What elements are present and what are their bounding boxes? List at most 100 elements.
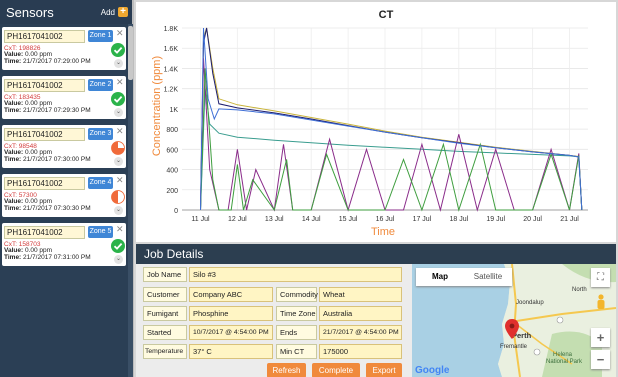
x-tick-label: 13 Jul xyxy=(265,216,284,223)
min-ct-field[interactable]: 175000 xyxy=(319,344,402,359)
export-button[interactable]: Export xyxy=(366,363,402,377)
add-label: Add xyxy=(100,7,115,17)
x-tick-label: 21 Jul xyxy=(560,216,579,223)
sidebar-title: Sensors xyxy=(6,4,54,20)
sensor-card[interactable]: PH1617041002 Zone 3 ✕ CxT: 98548 Value: 0.00… xyxy=(2,125,126,168)
sensors-sidebar: Sensors Add + PH1617041002 Zone 1 ✕ CxT: 19… xyxy=(0,0,134,377)
temperature-field[interactable]: 37° C xyxy=(189,344,273,359)
sensor-list[interactable]: PH1617041002 Zone 1 ✕ CxT: 198826 Value: 0.0… xyxy=(0,24,134,377)
map-label-joondalup: Joondalup xyxy=(516,300,544,306)
status-complete-icon xyxy=(111,43,125,57)
series-line-5 xyxy=(200,68,583,212)
commodity-label: Commodity xyxy=(276,287,318,302)
zone-badge[interactable]: Zone 1 xyxy=(88,30,113,42)
started-field[interactable]: 10/7/2017 @ 4:54:00 PM xyxy=(189,325,273,340)
sidebar-header: Sensors Add + xyxy=(0,0,132,24)
y-axis-label: Concentration (ppm) xyxy=(151,56,163,156)
job-name-field[interactable]: Silo #3 xyxy=(189,267,402,282)
sensor-value: Value: 0.00 ppm xyxy=(4,149,52,156)
zone-badge[interactable]: Zone 4 xyxy=(88,177,113,189)
chevron-down-icon[interactable]: ⌄ xyxy=(114,108,123,117)
zoom-out-button[interactable]: − xyxy=(591,350,610,369)
sensor-card[interactable]: PH1617041002 Zone 5 ✕ CxT: 158703 Value: 0.0… xyxy=(2,223,126,266)
min-ct-label: Min CT xyxy=(276,344,317,359)
map-label-north: North xyxy=(572,287,587,293)
commodity-field[interactable]: Wheat xyxy=(319,287,402,302)
sensor-id-field[interactable]: PH1617041002 xyxy=(4,30,85,43)
cxt-value: CxT: 158703 xyxy=(4,241,41,248)
refresh-button[interactable]: Refresh xyxy=(267,363,306,377)
series-line-2 xyxy=(200,27,583,211)
sensor-id-field[interactable]: PH1617041002 xyxy=(4,79,85,92)
close-icon[interactable]: ✕ xyxy=(116,175,124,185)
sensor-card[interactable]: PH1617041002 Zone 4 ✕ CxT: 57300 Value: 0.00… xyxy=(2,174,126,217)
x-tick-label: 16 Jul xyxy=(376,216,395,223)
status-complete-icon xyxy=(111,92,125,106)
series-line-1 xyxy=(200,27,583,211)
sensor-value: Value: 0.00 ppm xyxy=(4,247,52,254)
zone-badge[interactable]: Zone 2 xyxy=(88,79,113,91)
y-tick-label: 1.8K xyxy=(164,26,179,33)
complete-button[interactable]: Complete xyxy=(312,363,360,377)
sensor-id-field[interactable]: PH1617041002 xyxy=(4,226,85,239)
time-text: 21/7/2017 07:29:30 PM xyxy=(21,107,91,114)
sensor-time: Time: 21/7/2017 07:30:00 PM xyxy=(4,156,91,163)
fumigant-field[interactable]: Phosphine xyxy=(189,306,273,321)
sidebar-scrollbar[interactable] xyxy=(128,24,133,377)
zone-badge[interactable]: Zone 3 xyxy=(88,128,113,140)
time-label: Time: xyxy=(4,58,22,65)
time-label: Time: xyxy=(4,156,22,163)
map-pin-icon[interactable] xyxy=(505,319,519,339)
value-label: Value: xyxy=(4,247,24,254)
sensor-time: Time: 21/7/2017 07:29:30 PM xyxy=(4,107,91,114)
value-label: Value: xyxy=(4,149,24,156)
sensor-card[interactable]: PH1617041002 Zone 1 ✕ CxT: 198826 Value: 0.0… xyxy=(2,27,126,70)
zone-badge[interactable]: Zone 5 xyxy=(88,226,113,238)
close-icon[interactable]: ✕ xyxy=(116,77,124,87)
job-details-title: Job Details xyxy=(136,244,616,264)
time-zone-field[interactable]: Australia xyxy=(319,306,402,321)
y-tick-label: 800 xyxy=(166,127,178,134)
ends-label: Ends xyxy=(276,325,317,340)
close-icon[interactable]: ✕ xyxy=(116,28,124,38)
tab-map[interactable]: Map xyxy=(432,272,448,281)
time-text: 21/7/2017 07:30:30 PM xyxy=(21,205,91,212)
sensor-id-field[interactable]: PH1617041002 xyxy=(4,128,85,141)
chart-grid xyxy=(182,27,588,211)
sensor-id-field[interactable]: PH1617041002 xyxy=(4,177,85,190)
time-zone-label: Time Zone xyxy=(276,306,317,321)
cxt-value: CxT: 57300 xyxy=(4,192,37,199)
google-logo: Google xyxy=(415,365,450,376)
map-view[interactable]: Map Satellite Joondalup Perth Fremantle … xyxy=(412,264,616,377)
y-tick-label: 0 xyxy=(174,208,178,215)
pegman-icon[interactable] xyxy=(591,292,610,311)
time-label: Time: xyxy=(4,107,22,114)
cxt-value: CxT: 183435 xyxy=(4,94,41,101)
chevron-down-icon[interactable]: ⌄ xyxy=(114,206,123,215)
add-sensor-button[interactable]: Add + xyxy=(101,7,128,17)
close-icon[interactable]: ✕ xyxy=(116,224,124,234)
scrollbar-thumb[interactable] xyxy=(128,26,133,80)
x-tick-label: 17 Jul xyxy=(413,216,432,223)
x-tick-label: 18 Jul xyxy=(449,216,468,223)
customer-field[interactable]: Company ABC xyxy=(189,287,273,302)
ends-field[interactable]: 21/7/2017 @ 4:54:00 PM xyxy=(319,325,402,340)
sensor-card[interactable]: PH1617041002 Zone 2 ✕ CxT: 183435 Value: 0.0… xyxy=(2,76,126,119)
map-label-perth: Perth xyxy=(512,331,532,340)
y-tick-label: 400 xyxy=(166,168,178,175)
y-tick-label: 1K xyxy=(169,107,178,114)
zoom-in-button[interactable]: + xyxy=(591,328,610,347)
job-details-panel: Job Details Job Name Silo #3 Customer Co… xyxy=(136,244,616,377)
chevron-down-icon[interactable]: ⌄ xyxy=(114,59,123,68)
sensor-time: Time: 21/7/2017 07:31:00 PM xyxy=(4,254,91,261)
time-text: 21/7/2017 07:29:00 PM xyxy=(21,58,91,65)
map-label-national-park: National Park xyxy=(546,359,583,365)
chart-panel: CT Concentration (ppm) Time 0 200 400 600 80… xyxy=(136,2,616,242)
chevron-down-icon[interactable]: ⌄ xyxy=(114,255,123,264)
tab-satellite[interactable]: Satellite xyxy=(473,272,503,281)
time-text: 21/7/2017 07:30:00 PM xyxy=(21,156,91,163)
chart-ticks: 0 200 400 600 800 1K 1.2K 1.4K 1.6K 1.8K 11 Jul 12 … xyxy=(164,26,580,223)
chevron-down-icon[interactable]: ⌄ xyxy=(114,157,123,166)
fullscreen-icon[interactable]: ⛶ xyxy=(591,268,610,287)
close-icon[interactable]: ✕ xyxy=(116,126,124,136)
